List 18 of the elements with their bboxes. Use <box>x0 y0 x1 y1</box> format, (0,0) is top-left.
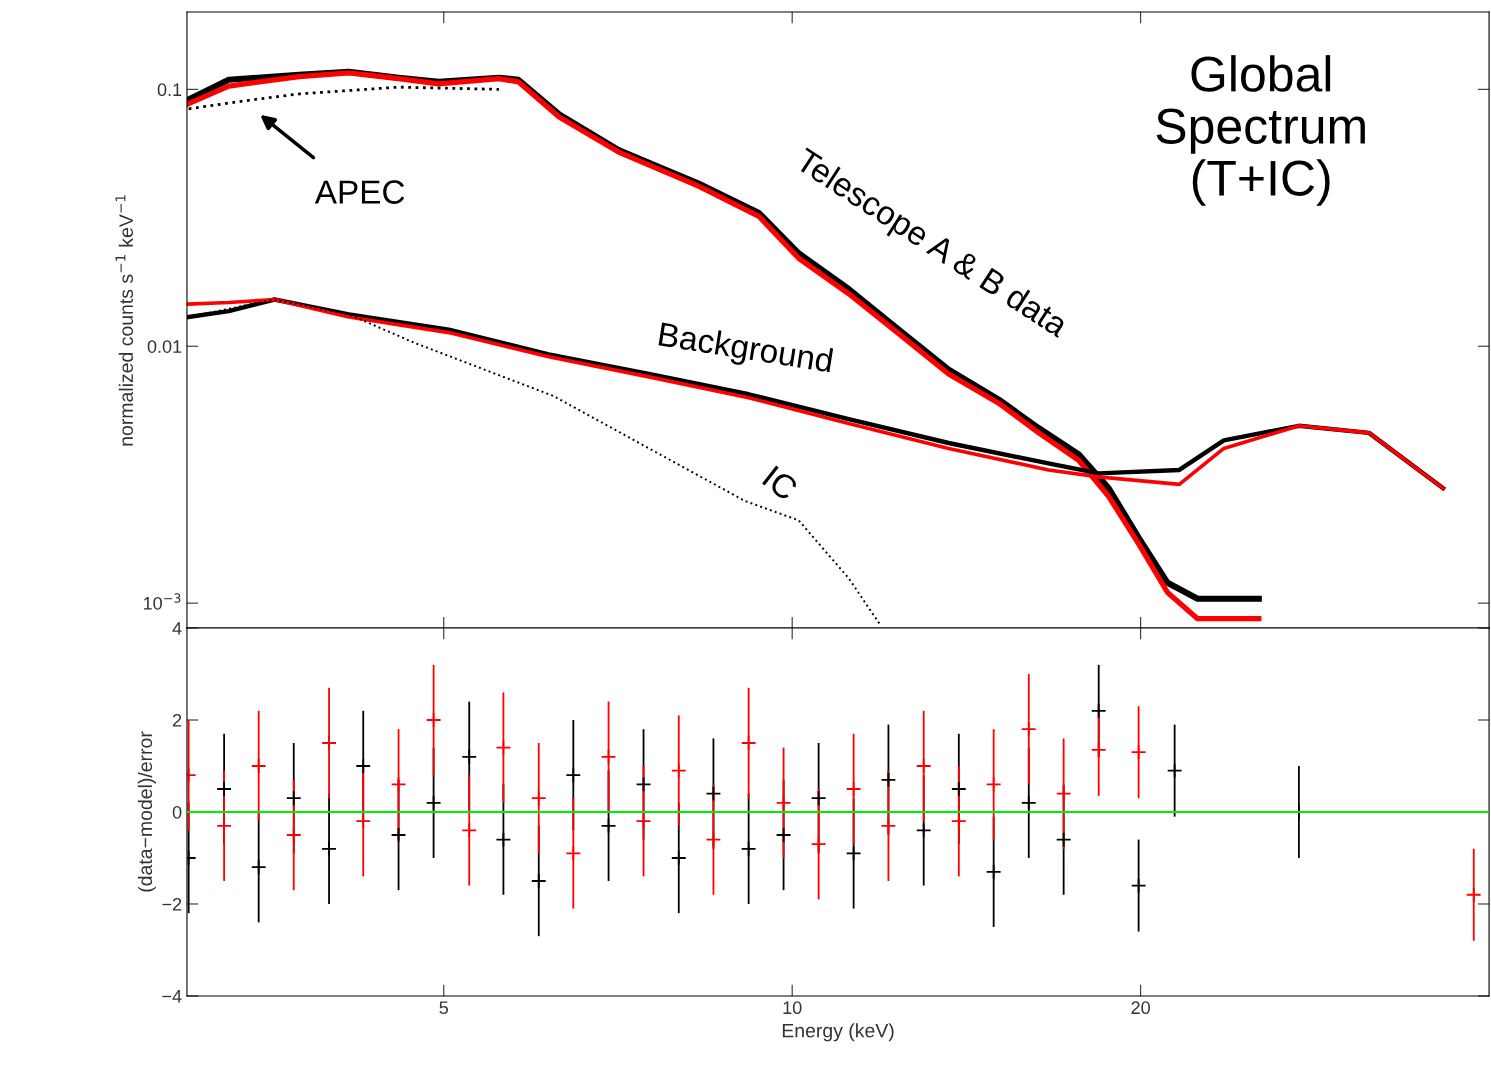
y-axis-title: (data−model)/error <box>137 731 156 892</box>
y-tick-label: 2 <box>172 713 182 727</box>
text: Global Spectrum (T+IC) <box>1156 55 1365 206</box>
x-tick-label: 20 <box>1131 1001 1150 1015</box>
x-tick-label: 5 <box>439 1001 449 1015</box>
y-tick-label: 0.1 <box>157 83 182 97</box>
annotation: IC <box>761 465 800 502</box>
y-axis-title: normalized counts s$^{−1}$ keV$^{−1}$ <box>115 195 134 446</box>
y-tick-label: 4 <box>172 622 182 635</box>
x-tick-label: 10 <box>783 1001 802 1015</box>
y-tick-label: 10$^{−3}$ <box>143 593 181 610</box>
y-tick-label: 0 <box>172 805 182 819</box>
annotation: Background <box>657 321 834 380</box>
y-tick-label: −4 <box>162 990 182 1003</box>
y-tick-label: 0.01 <box>147 340 182 353</box>
annotation: APEC <box>314 180 405 204</box>
x-axis-title: Energy (keV) <box>782 1023 894 1042</box>
y-tick-label: −2 <box>162 897 182 911</box>
